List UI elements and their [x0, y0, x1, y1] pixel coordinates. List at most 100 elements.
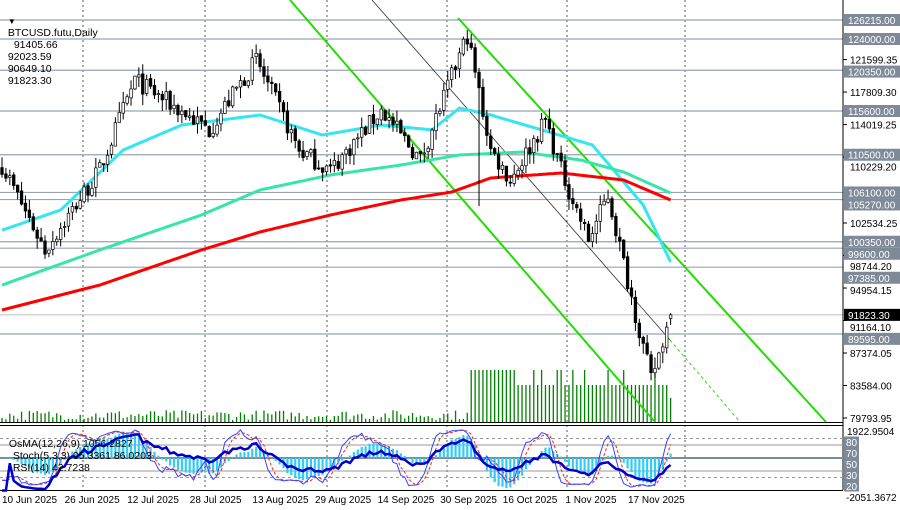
candle-bear	[313, 148, 317, 170]
time-label: 1 Nov 2025	[565, 495, 617, 506]
candle-bear	[317, 167, 321, 170]
indicator-level-label: 50	[846, 460, 858, 471]
indicator-level-label: 30	[846, 471, 858, 482]
candle-bear	[227, 100, 231, 107]
time-label: 13 Aug 2025	[252, 495, 309, 506]
candle-bear	[645, 342, 649, 355]
candle-bear	[203, 120, 207, 126]
price-tick-label: 110229.20	[850, 163, 897, 174]
candle-bull	[117, 112, 121, 123]
indicator-level-bg	[844, 480, 859, 492]
candle-bear	[399, 120, 403, 134]
candle-bear	[453, 66, 458, 70]
time-label: 30 Sep 2025	[440, 495, 497, 506]
candle-bear	[559, 152, 563, 162]
price-level-label: 110500.00	[848, 151, 895, 162]
candle-bear	[586, 223, 591, 242]
price-level-label: 115600.00	[848, 107, 895, 118]
indicator-level-label: 20	[846, 482, 858, 493]
candle-bear	[148, 78, 153, 87]
candle-bull	[250, 57, 254, 81]
time-label: 12 Jul 2025	[127, 495, 179, 506]
candle-bull	[219, 112, 223, 125]
triangle-down-icon[interactable]: ▼	[7, 17, 16, 26]
candle-bear	[297, 140, 301, 152]
time-label: 14 Sep 2025	[378, 495, 435, 506]
candle-bear	[281, 102, 286, 113]
candle-bear	[4, 173, 8, 179]
candle-bear	[406, 135, 411, 148]
candle-bear	[637, 322, 641, 339]
stoch-main-line	[1, 428, 672, 488]
price-level-label: 100350.00	[848, 238, 896, 249]
candle-bear	[563, 160, 567, 186]
candle-bear	[23, 202, 28, 212]
indicator-level-bg	[844, 469, 859, 481]
price-level-label: 105270.00	[848, 200, 896, 211]
candle-bear	[629, 287, 634, 297]
moving-averages	[1, 106, 672, 312]
candle-bear	[371, 114, 376, 125]
candle-bull	[105, 154, 110, 165]
candle-bear	[543, 118, 548, 120]
candle-bear	[266, 75, 270, 83]
candle-bull	[129, 88, 133, 99]
candle-bull	[367, 115, 372, 134]
candle-bear	[418, 150, 423, 154]
price-level-label: 106100.00	[848, 188, 896, 199]
candle-bull	[137, 74, 141, 78]
indicator-panel[interactable]	[1, 428, 672, 492]
candle-bull	[520, 165, 524, 171]
candle-bear	[567, 184, 571, 200]
time-label: 28 Jul 2025	[190, 495, 242, 506]
candle-bear	[508, 181, 512, 184]
candle-bear	[0, 167, 4, 175]
candle-bear	[477, 71, 481, 89]
candle-bull	[360, 127, 364, 138]
candle-bull	[516, 170, 520, 176]
candle-bull	[223, 101, 227, 114]
candle-bear	[391, 116, 395, 126]
price-tick-label: 102534.25	[850, 219, 898, 230]
trendline-lower[interactable]	[289, 0, 656, 423]
candle-bull	[145, 79, 149, 94]
price-level-label: 120350.00	[848, 68, 896, 79]
price-level-label-bg	[844, 186, 900, 199]
candle-bear	[547, 118, 552, 130]
indicator-header: OsMA(12,26,9) 1056.2827 Stoch(5,3,3) 95.…	[3, 426, 152, 474]
candle-bull	[8, 175, 12, 178]
candle-bear	[633, 296, 638, 323]
candle-bull	[430, 129, 434, 150]
indicator-level-label: 70	[846, 449, 858, 460]
candle-bear	[285, 110, 290, 134]
candle-bull	[113, 122, 118, 147]
candle-bear	[582, 222, 587, 224]
candle-bear	[363, 126, 368, 135]
candle-bear	[469, 42, 473, 48]
candle-bear	[207, 126, 211, 138]
price-tick-label: 114019.25	[850, 121, 897, 132]
candle-bull	[375, 118, 380, 126]
trendline-upper[interactable]	[457, 17, 827, 423]
candle-bear	[489, 135, 493, 150]
candle-bull	[653, 368, 657, 374]
time-axis: 10 Jun 2025 26 Jun 2025 12 Jul 2025 28 Jul …	[2, 495, 685, 506]
price-tick-label: 98744.20	[850, 262, 892, 273]
candle-bull	[82, 186, 86, 203]
candle-bull	[590, 233, 595, 243]
candle-bear	[504, 165, 509, 182]
candle-bear	[618, 236, 622, 242]
candle-bull	[289, 129, 293, 134]
candle-bear	[27, 209, 32, 218]
candle-bull	[94, 167, 98, 188]
candle-bear	[485, 115, 489, 136]
candle-bull	[500, 164, 505, 170]
moving-average-ma_fast	[1, 106, 672, 263]
indicator-level-bg	[844, 458, 859, 470]
candle-bear	[496, 153, 501, 170]
candle-bull	[98, 162, 102, 168]
candle-bull	[442, 89, 446, 111]
candle-bear	[410, 147, 415, 159]
candle-bull	[180, 110, 184, 116]
